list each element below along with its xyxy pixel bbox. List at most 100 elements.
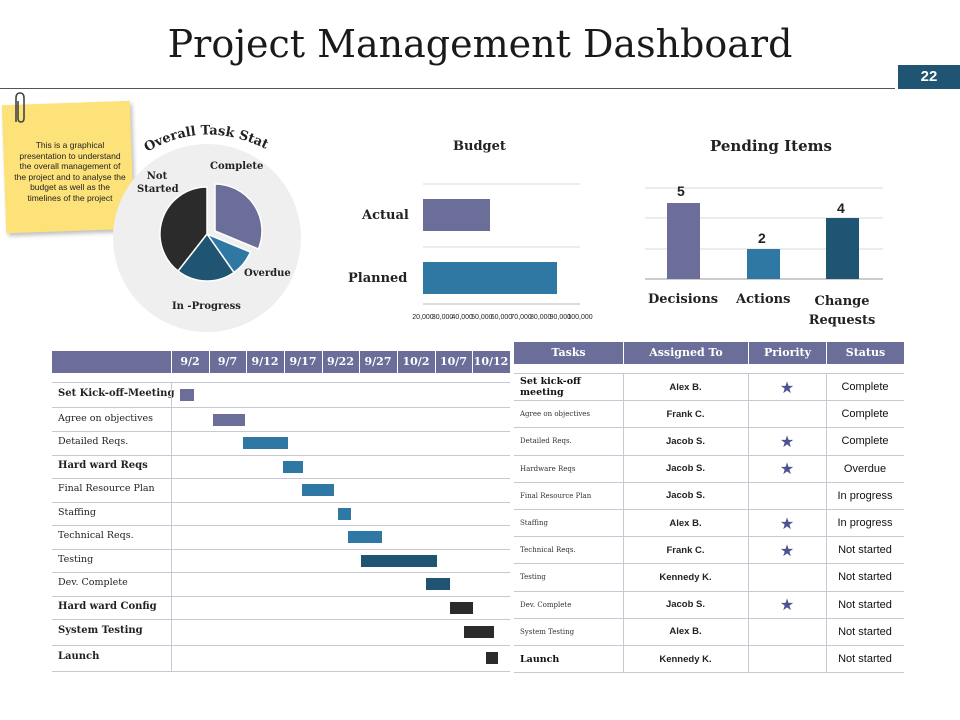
- cell-task: Testing: [520, 573, 546, 582]
- pie-label-complete: Complete: [210, 161, 264, 172]
- gantt-bar: [283, 460, 303, 473]
- cell-priority: [748, 483, 826, 509]
- cell-assigned: Jacob S.: [665, 490, 706, 502]
- gantt-header-divider: [359, 351, 360, 373]
- table-column-divider: [623, 455, 624, 482]
- cell-status: Complete: [841, 381, 889, 394]
- col-header-assigned: Assigned To: [624, 342, 748, 364]
- cell-task: Agree on objectives: [520, 410, 591, 419]
- table-column-divider: [748, 510, 749, 537]
- gantt-date-9-12: 9/12: [251, 355, 279, 368]
- gantt-task-label: Set Kick-off-Meeting: [58, 388, 175, 399]
- table-column-divider: [826, 428, 827, 455]
- table-column-divider: [826, 455, 827, 482]
- cell-task: Hardware Reqs: [520, 464, 576, 473]
- table-column-divider: [623, 591, 624, 618]
- col-header-priority: Priority: [749, 342, 826, 364]
- gantt-header-divider: [246, 351, 247, 373]
- gantt-row-divider: [171, 383, 172, 407]
- gantt-bar: [361, 554, 437, 567]
- gantt-row-divider: [171, 525, 172, 549]
- priority-star-icon: ★: [779, 377, 795, 397]
- gantt-bar: [243, 437, 288, 449]
- gantt-task-label: Detailed Reqs.: [58, 436, 129, 447]
- gantt-bar: [348, 531, 382, 543]
- cell-status: Not started: [838, 625, 892, 638]
- cell-status: In progress: [837, 517, 893, 530]
- cell-task: Launch: [520, 653, 560, 665]
- pending-bar-change-requests: [826, 218, 859, 279]
- table-row: System Testing Alex B. Not started: [514, 618, 904, 646]
- gantt-date-9-7: 9/7: [217, 355, 238, 368]
- budget-tick-label: 90,000: [549, 314, 572, 321]
- gantt-bar: [213, 413, 245, 426]
- gantt-header-divider: [397, 351, 398, 373]
- gantt-header-divider: [209, 351, 210, 373]
- budget-label-actual: Actual: [362, 208, 409, 223]
- pending-bar-decisions: [667, 203, 700, 279]
- gantt-row: Agree on objectives: [52, 408, 510, 432]
- cell-status: Complete: [841, 408, 889, 421]
- gantt-row-divider: [171, 619, 172, 645]
- pie-label-overdue: Overdue: [244, 268, 291, 279]
- gantt-row: Set Kick-off-Meeting: [52, 383, 510, 408]
- cell-priority: ★: [748, 592, 826, 618]
- table-column-divider: [826, 401, 827, 428]
- table-row: Technical Reqs. Frank C. ★ Not started: [514, 537, 904, 565]
- cell-priority: ★: [748, 537, 826, 563]
- gantt-row: Testing: [52, 549, 510, 573]
- gantt-row: System Testing: [52, 619, 510, 646]
- gantt-bar: [464, 626, 494, 638]
- budget-tick-label: 60,000: [490, 314, 513, 321]
- cell-status: Complete: [841, 435, 889, 448]
- gantt-task-label: Hard ward Config: [58, 600, 157, 612]
- gantt-date-9-17: 9/17: [289, 355, 317, 368]
- table-column-divider: [826, 482, 827, 509]
- cell-assigned: Jacob S.: [665, 435, 706, 447]
- gantt-header-divider: [435, 351, 436, 373]
- cell-task: Staffing: [520, 519, 548, 528]
- col-header-status: Status: [827, 342, 904, 364]
- table-row: Launch Kennedy K. Not started: [514, 646, 904, 674]
- cell-assigned: Alex B.: [669, 517, 702, 529]
- pending-value-change-requests: 4: [837, 200, 845, 216]
- gantt-date-10-7: 10/7: [440, 355, 467, 368]
- budget-tick-label: 20,000: [412, 314, 434, 321]
- gantt-row-divider: [171, 596, 172, 619]
- cell-assigned: Frank C.: [666, 408, 705, 420]
- gantt-task-label: Launch: [58, 651, 100, 662]
- table-column-divider: [748, 482, 749, 509]
- sticky-note-text: This is a graphical presentation to unde…: [14, 140, 126, 203]
- priority-star-icon: ★: [779, 513, 795, 533]
- gantt-bar: [486, 652, 498, 664]
- pie-slice-not-started: [159, 186, 208, 273]
- cell-status: In progress: [837, 489, 893, 502]
- gantt-task-label: System Testing: [58, 625, 143, 636]
- pie-label-in-progress: In -Progress: [172, 301, 241, 312]
- page-title: Project Management Dashboard: [167, 22, 793, 66]
- table-row: Testing Kennedy K. Not started: [514, 564, 904, 592]
- table-column-divider: [748, 591, 749, 618]
- pending-value-decisions: 5: [677, 183, 685, 199]
- budget-tick-label: 80,000: [530, 314, 552, 321]
- table-column-divider: [748, 455, 749, 482]
- budget-tick-label: 50,000: [471, 314, 493, 321]
- pie-slice-in-progress: [176, 232, 236, 282]
- cell-assigned: Kennedy K.: [659, 653, 712, 665]
- table-column-divider: [826, 510, 827, 537]
- cell-status: Not started: [838, 544, 892, 557]
- table-row: Staffing Alex B. ★ In progress: [514, 510, 904, 538]
- cell-priority: ★: [748, 510, 826, 536]
- cell-assigned: Frank C.: [666, 544, 705, 556]
- cell-priority: ★: [748, 428, 826, 454]
- gantt-task-label: Staffing: [58, 506, 96, 518]
- cell-priority: ★: [748, 374, 826, 400]
- table-row: Set kick-off meeting Alex B. ★ Complete: [514, 374, 904, 402]
- gantt-row: Launch: [52, 645, 510, 672]
- table-column-divider: [826, 618, 827, 645]
- gantt-bar: [302, 484, 334, 496]
- gantt-date-10-2: 10/2: [402, 355, 430, 368]
- table-column-divider: [748, 618, 749, 645]
- table-column-divider: [623, 537, 624, 564]
- budget-bar-actual: [423, 199, 490, 231]
